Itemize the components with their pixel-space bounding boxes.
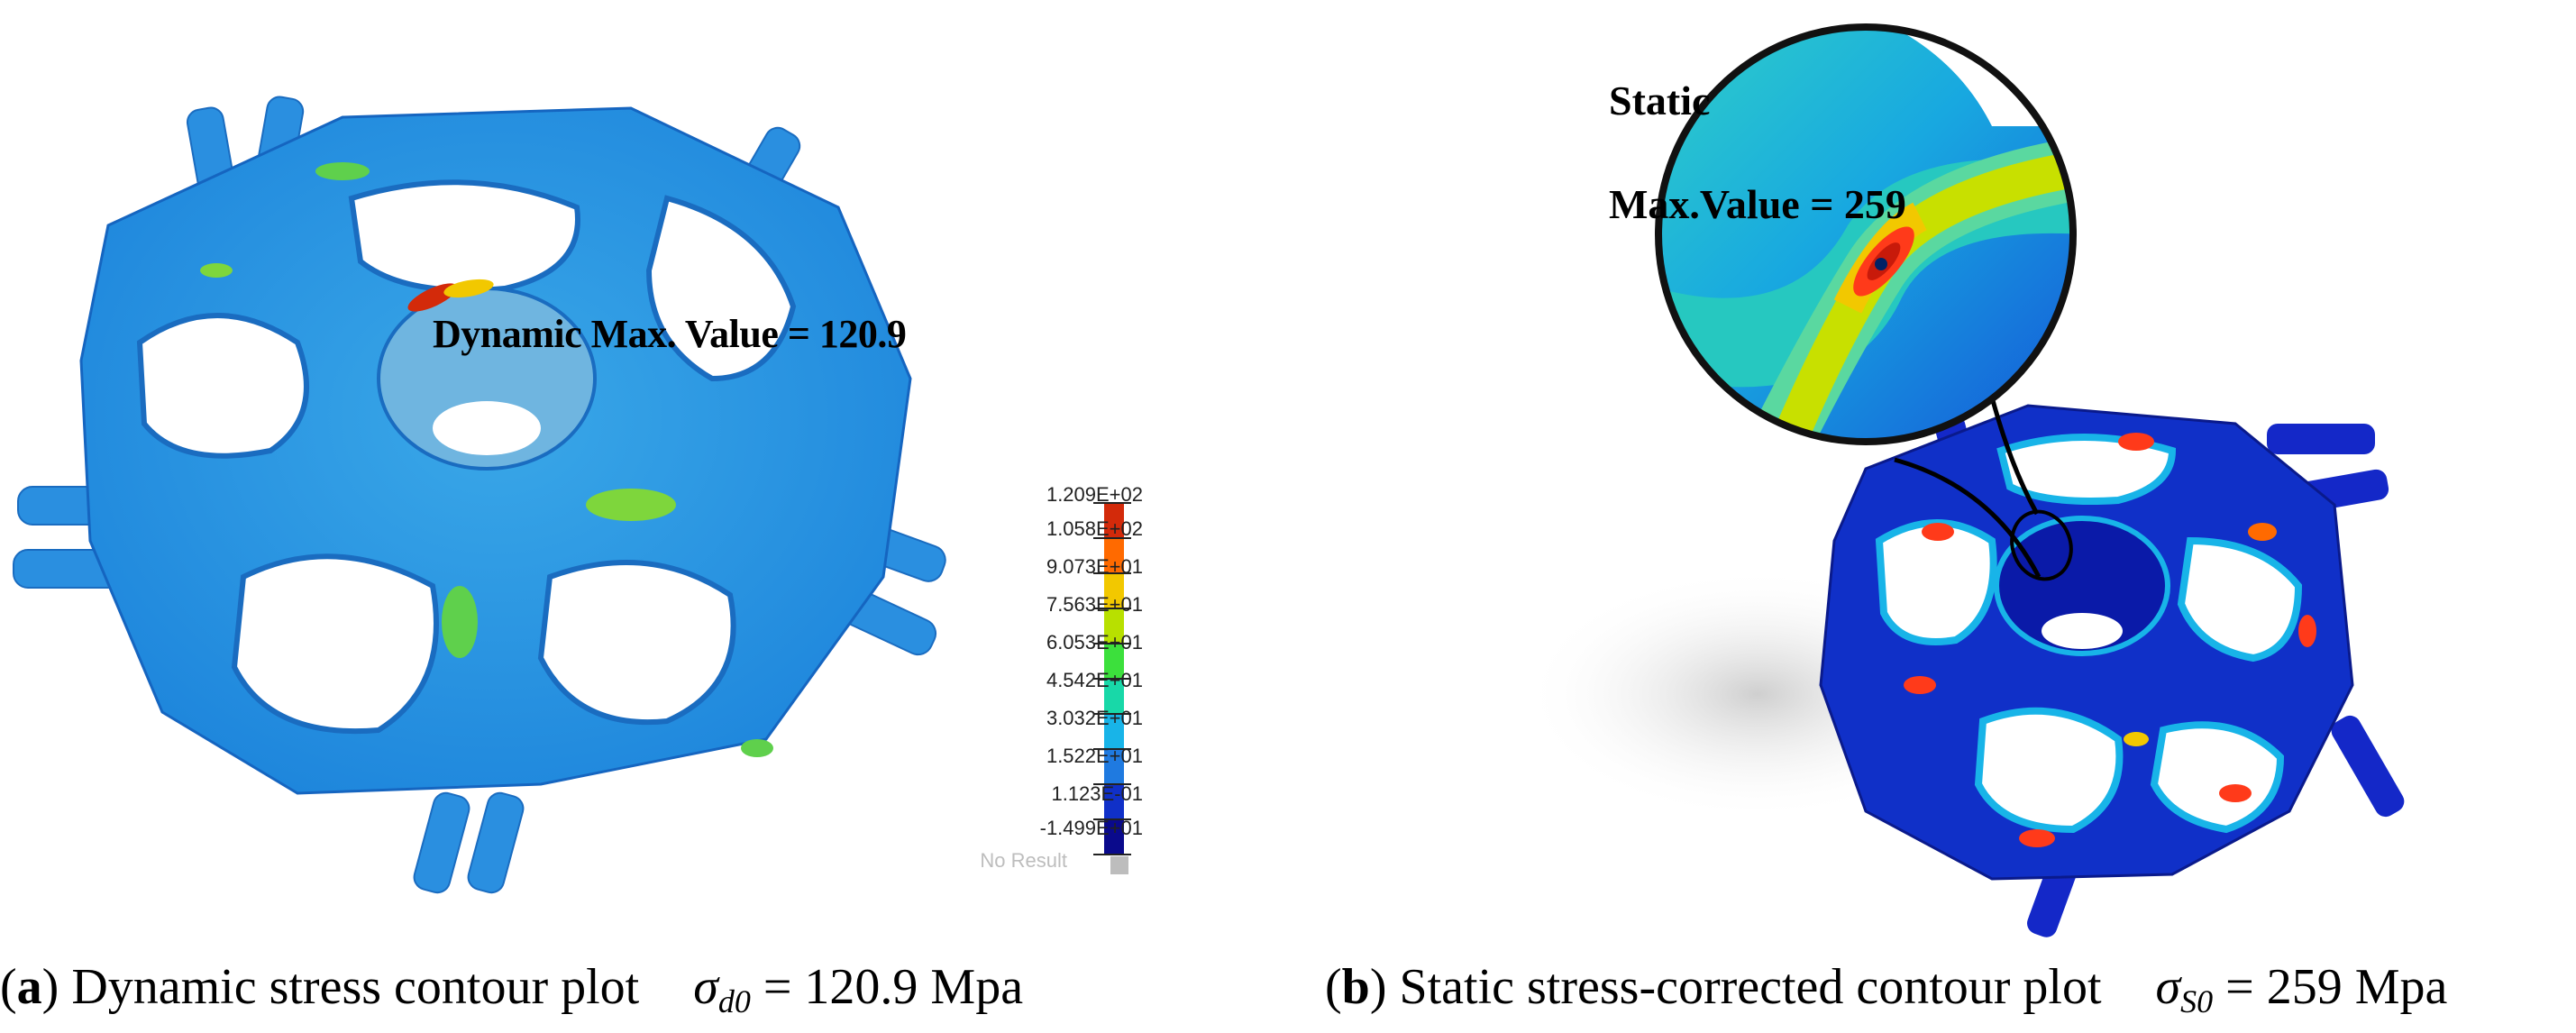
legend-tick-1: 1.058E+02 (1046, 517, 1143, 540)
legend-tick-5: 4.542E+01 (1046, 669, 1143, 691)
legend-color-segment (1104, 749, 1124, 785)
model-openings (136, 179, 797, 735)
caption-b-text: Static stress-corrected contour plot (1386, 959, 2102, 1015)
caption-a-symbol: σ (693, 959, 718, 1015)
caption-b-symbol: σ (2155, 959, 2181, 1015)
hub-bore (433, 401, 541, 455)
zoom-max-annotation: Max.Value = 259 (1609, 181, 1906, 227)
caption-b-letter: b (1341, 959, 1370, 1015)
static-model-openings (1875, 434, 2303, 834)
legend-tick-3: 7.563E+01 (1046, 593, 1143, 616)
caption-a-subscript: d0 (717, 983, 751, 1019)
connector-line-bottom (1894, 457, 2042, 579)
zoom-detail-view (1658, 27, 2073, 442)
legend-tick-7: 1.522E+01 (1046, 745, 1143, 767)
static-stress-model (1523, 23, 2405, 937)
caption-b: (b) Static stress-corrected contour plot… (1325, 959, 2448, 1019)
legend-color-segment (1104, 784, 1124, 820)
legend-tick-4: 6.053E+01 (1046, 631, 1143, 654)
legend-color-segment (1104, 679, 1124, 715)
stress-legend-colorbar (1093, 502, 1131, 855)
caption-a-value: = 120.9 Mpa (750, 959, 1024, 1015)
zoom-source-circle (2010, 509, 2073, 581)
caption-a-text: Dynamic stress contour plot (59, 959, 640, 1015)
legend-tick-9: -1.499E+01 (1039, 817, 1143, 839)
legend-color-segment (1104, 573, 1124, 609)
no-result-swatch (1110, 856, 1128, 874)
legend-tick-2: 9.073E+01 (1046, 555, 1143, 578)
caption-a: (a) Dynamic stress contour plot σd0 = 120… (0, 959, 1024, 1019)
zoom-circle-border (1655, 23, 2077, 445)
legend-color-segment (1104, 714, 1124, 750)
legend-color-segment (1104, 819, 1124, 855)
static-hub-bore (2042, 613, 2123, 649)
legend-tick-0: 1.209E+02 (1046, 483, 1143, 506)
legend-color-segment (1104, 538, 1124, 574)
caption-b-subscript: S0 (2180, 983, 2214, 1019)
caption-b-value: = 259 Mpa (2213, 959, 2448, 1015)
legend-color-segment (1104, 503, 1124, 539)
zoom-static-label: Static (1609, 78, 1711, 123)
dynamic-stress-model (13, 96, 946, 894)
stress-hotspots (200, 162, 773, 757)
legend-color-segment (1104, 644, 1124, 680)
legend-tick-6: 3.032E+01 (1046, 707, 1143, 729)
caption-a-letter: a (16, 959, 42, 1015)
legend-color-segment (1104, 608, 1124, 644)
legend-no-result: No Result (980, 849, 1067, 872)
static-hotspots (1904, 433, 2316, 847)
legend-tick-8: 1.123E-01 (1051, 782, 1143, 805)
static-central-hub (1994, 516, 2170, 656)
dynamic-max-annotation: Dynamic Max. Value = 120.9 (433, 312, 907, 356)
